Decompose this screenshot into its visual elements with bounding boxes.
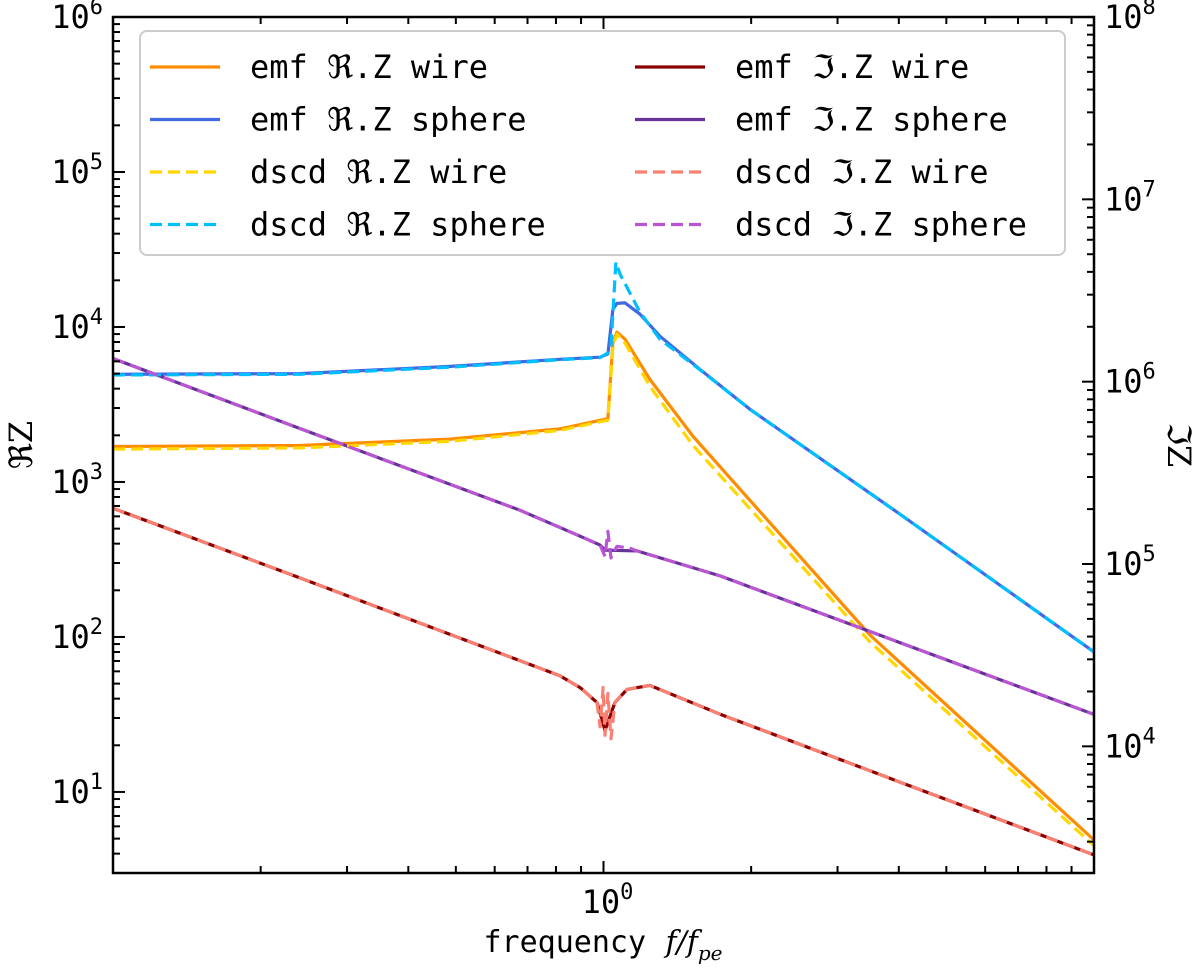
legend: emf ℜ.Z wire emf ℜ.Z sphere dscd ℜ.Z wire d… <box>139 30 1066 256</box>
y2-tick-label: 105 <box>1104 542 1156 583</box>
series-line-5 <box>113 357 1094 716</box>
series-line-6 <box>113 506 1094 857</box>
y-tick-label: 105 <box>51 150 103 191</box>
series-line-0 <box>113 330 1094 842</box>
y-axis-label: ℜZ <box>2 421 40 469</box>
series-layer <box>113 260 1094 857</box>
legend-label: emf ℜ.Z wire <box>250 48 488 86</box>
legend-item: dscd ℑ.Z wire <box>635 153 989 191</box>
legend-label: emf ℜ.Z sphere <box>250 101 527 139</box>
series-line-2 <box>113 332 1094 847</box>
x-axis-label-text: frequency <box>483 925 646 960</box>
y-tick-label: 102 <box>51 615 103 656</box>
legend-label: dscd ℜ.Z sphere <box>250 206 546 244</box>
legend-item: dscd ℑ.Z sphere <box>635 206 1027 244</box>
x-axis-label-math: f/f <box>664 925 703 960</box>
x-axis-label: frequency f/fpe <box>483 925 722 965</box>
series-line-1 <box>113 301 1094 654</box>
y-tick-label: 101 <box>51 770 103 811</box>
series-line-3 <box>113 260 1094 654</box>
series-line-4 <box>113 506 1094 857</box>
axes-layer: 101 102 103 104 105 106 104 105 106 107 108 100 <box>51 0 1156 921</box>
y-tick-label: 106 <box>51 0 103 36</box>
y2-axis-label: ℑZ <box>1160 423 1198 468</box>
legend-label: dscd ℑ.Z wire <box>735 153 989 191</box>
legend-label: dscd ℜ.Z wire <box>250 153 507 191</box>
y2-tick-label: 107 <box>1104 177 1156 218</box>
legend-item: dscd ℜ.Z wire <box>150 153 507 191</box>
legend-item: emf ℜ.Z sphere <box>150 101 527 139</box>
legend-item: emf ℑ.Z wire <box>635 48 969 86</box>
legend-box <box>139 30 1066 256</box>
legend-label: emf ℑ.Z sphere <box>735 101 1008 139</box>
legend-item: emf ℜ.Z wire <box>150 48 488 86</box>
x-tick-label: 100 <box>582 880 634 921</box>
legend-label: dscd ℑ.Z sphere <box>735 206 1027 244</box>
y-tick-label: 104 <box>51 305 103 346</box>
series-line-7 <box>113 357 1094 716</box>
legend-label: emf ℑ.Z wire <box>735 48 969 86</box>
legend-item: dscd ℜ.Z sphere <box>150 206 546 244</box>
y2-tick-label: 108 <box>1104 0 1156 36</box>
y2-tick-label: 106 <box>1104 360 1156 401</box>
y-tick-label: 103 <box>51 460 103 501</box>
x-axis-label-sub: pe <box>698 941 723 965</box>
legend-item: emf ℑ.Z sphere <box>635 101 1008 139</box>
y2-tick-label: 104 <box>1104 724 1156 765</box>
